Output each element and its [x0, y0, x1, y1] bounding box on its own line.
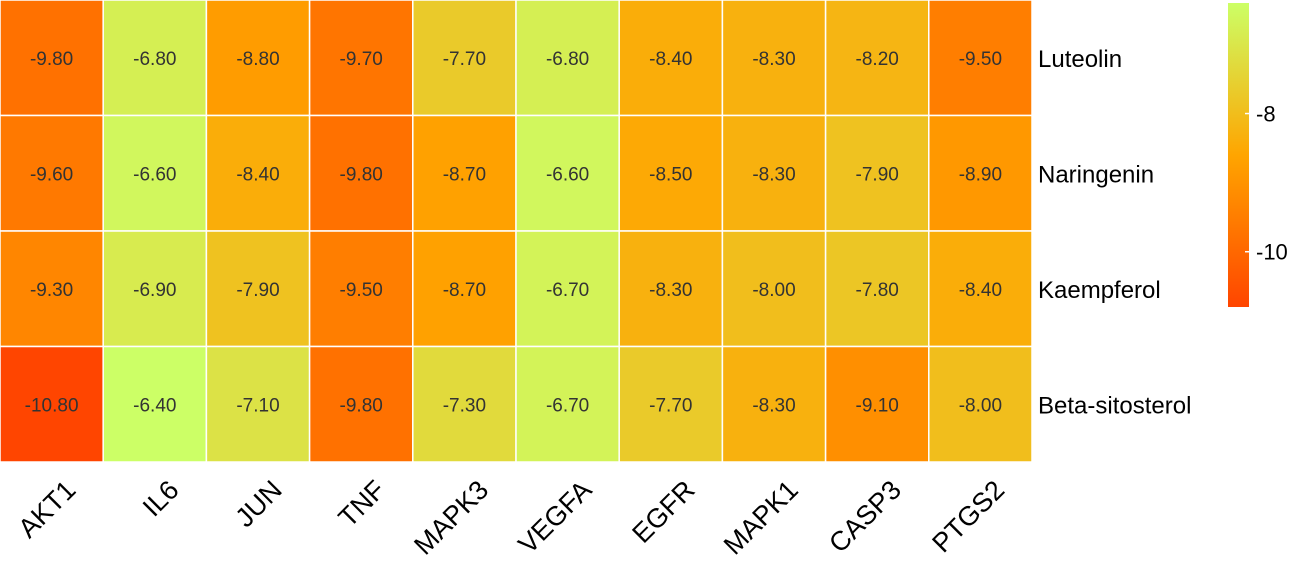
column-labels: AKT1 IL6 JUN TNF MAPK3 VEGFA EGFR MAPK1 CASP3 PTG… — [12, 475, 1010, 561]
heatmap-cell — [824, 114, 930, 232]
cell-value-label: -8.30 — [752, 395, 795, 416]
heatmap-cell — [0, 230, 104, 348]
cell-value-label: -7.10 — [236, 395, 279, 416]
heatmap-cell — [824, 230, 930, 348]
cell-value-label: -8.40 — [649, 49, 692, 70]
cell-value-label: -8.30 — [752, 164, 795, 185]
heatmap-cell — [618, 345, 724, 463]
colorbar-tick-label: -8 — [1256, 102, 1276, 127]
heatmap-cell — [515, 230, 620, 348]
cell-value-label: -7.90 — [236, 280, 279, 301]
cell-value-label: -6.80 — [546, 49, 589, 70]
cell-value-label: -6.70 — [546, 395, 589, 416]
row-label: Kaempferol — [1038, 277, 1161, 304]
column-label: AKT1 — [12, 475, 81, 544]
cell-value-label: -10.80 — [25, 395, 79, 416]
cell-value-label: -8.50 — [649, 164, 692, 185]
cell-value-label: -9.80 — [340, 164, 383, 185]
cell-value-label: -7.90 — [856, 164, 899, 185]
cell-value-label: -8.00 — [959, 395, 1002, 416]
cell-value-label: -9.10 — [856, 395, 899, 416]
column-label: VEGFA — [513, 475, 598, 560]
cell-value-label: -6.70 — [546, 280, 589, 301]
column-label: JUN — [229, 475, 287, 533]
heatmap-cell — [618, 114, 724, 232]
heatmap-cell — [205, 345, 311, 463]
cell-value-label: -8.90 — [959, 164, 1002, 185]
heatmap-cell — [928, 345, 1033, 463]
cell-value-label: -7.70 — [443, 49, 486, 70]
cell-value-label: -6.60 — [546, 164, 589, 185]
cell-value-label: -9.30 — [30, 280, 73, 301]
cell-value-label: -7.80 — [856, 280, 899, 301]
column-label: CASP3 — [823, 475, 907, 559]
cell-value-label: -9.70 — [340, 49, 383, 70]
column-label: MAPK1 — [718, 475, 804, 561]
row-labels: Luteolin Naringenin Kaempferol Beta-sitoste… — [1038, 46, 1191, 420]
heatmap-cell — [618, 0, 724, 117]
heatmap-cell — [721, 114, 827, 232]
cell-value-label: -9.80 — [30, 49, 73, 70]
heatmap-cell — [0, 345, 104, 463]
cell-value-label: -8.30 — [649, 280, 692, 301]
row-label: Luteolin — [1038, 46, 1122, 73]
column-label: EGFR — [626, 475, 700, 549]
column-label: TNF — [333, 475, 391, 533]
row-label: Naringenin — [1038, 161, 1154, 188]
cell-value-label: -7.30 — [443, 395, 486, 416]
heatmap-cell — [412, 0, 517, 117]
cell-value-label: -6.90 — [133, 280, 176, 301]
heatmap-cell — [102, 345, 208, 463]
heatmap-cell — [721, 345, 827, 463]
heatmap-cell — [928, 0, 1033, 117]
heatmap-cell — [308, 230, 414, 348]
colorbar: -8 -10 — [1228, 3, 1288, 307]
cell-value-label: -8.40 — [236, 164, 279, 185]
colorbar-gradient — [1228, 3, 1249, 307]
heatmap-cells — [0, 0, 1033, 463]
heatmap-cell — [515, 114, 620, 232]
cell-value-label: -8.70 — [443, 164, 486, 185]
cell-value-label: -8.80 — [236, 49, 279, 70]
column-label: IL6 — [137, 475, 185, 523]
heatmap-cell — [824, 0, 930, 117]
row-label: Beta-sitosterol — [1038, 392, 1191, 419]
heatmap-cell — [721, 230, 827, 348]
column-label: MAPK3 — [408, 475, 494, 561]
cell-value-label: -8.40 — [959, 280, 1002, 301]
cell-value-label: -6.40 — [133, 395, 176, 416]
heatmap-cell — [308, 345, 414, 463]
cell-value-label: -6.60 — [133, 164, 176, 185]
cell-value-label: -7.70 — [649, 395, 692, 416]
heatmap-cell — [308, 114, 414, 232]
heatmap-cell — [205, 230, 311, 348]
cell-value-label: -8.70 — [443, 280, 486, 301]
heatmap-cell — [102, 114, 208, 232]
column-label: PTGS2 — [926, 475, 1010, 559]
heatmap-cell — [928, 114, 1033, 232]
colorbar-ticks: -8 -10 — [1245, 102, 1288, 265]
heatmap-cell — [515, 345, 620, 463]
cell-value-label: -9.50 — [340, 280, 383, 301]
heatmap-cell — [824, 345, 930, 463]
heatmap-cell — [0, 114, 104, 232]
heatmap-cell-labels: -9.80 -6.80 -8.80 -9.70 -7.70 -6.80 -8.40 -8.30… — [25, 49, 1002, 417]
heatmap-cell — [205, 114, 311, 232]
heatmap-cell — [928, 230, 1033, 348]
cell-value-label: -9.50 — [959, 49, 1002, 70]
heatmap-cell — [102, 0, 208, 117]
heatmap-cell — [102, 230, 208, 348]
heatmap-cell — [721, 0, 827, 117]
cell-value-label: -9.60 — [30, 164, 73, 185]
cell-value-label: -8.20 — [856, 49, 899, 70]
cell-value-label: -8.30 — [752, 49, 795, 70]
cell-value-label: -6.80 — [133, 49, 176, 70]
colorbar-tick-label: -10 — [1256, 240, 1288, 265]
cell-value-label: -9.80 — [340, 395, 383, 416]
cell-value-label: -8.00 — [752, 280, 795, 301]
heatmap-cell — [308, 0, 414, 117]
